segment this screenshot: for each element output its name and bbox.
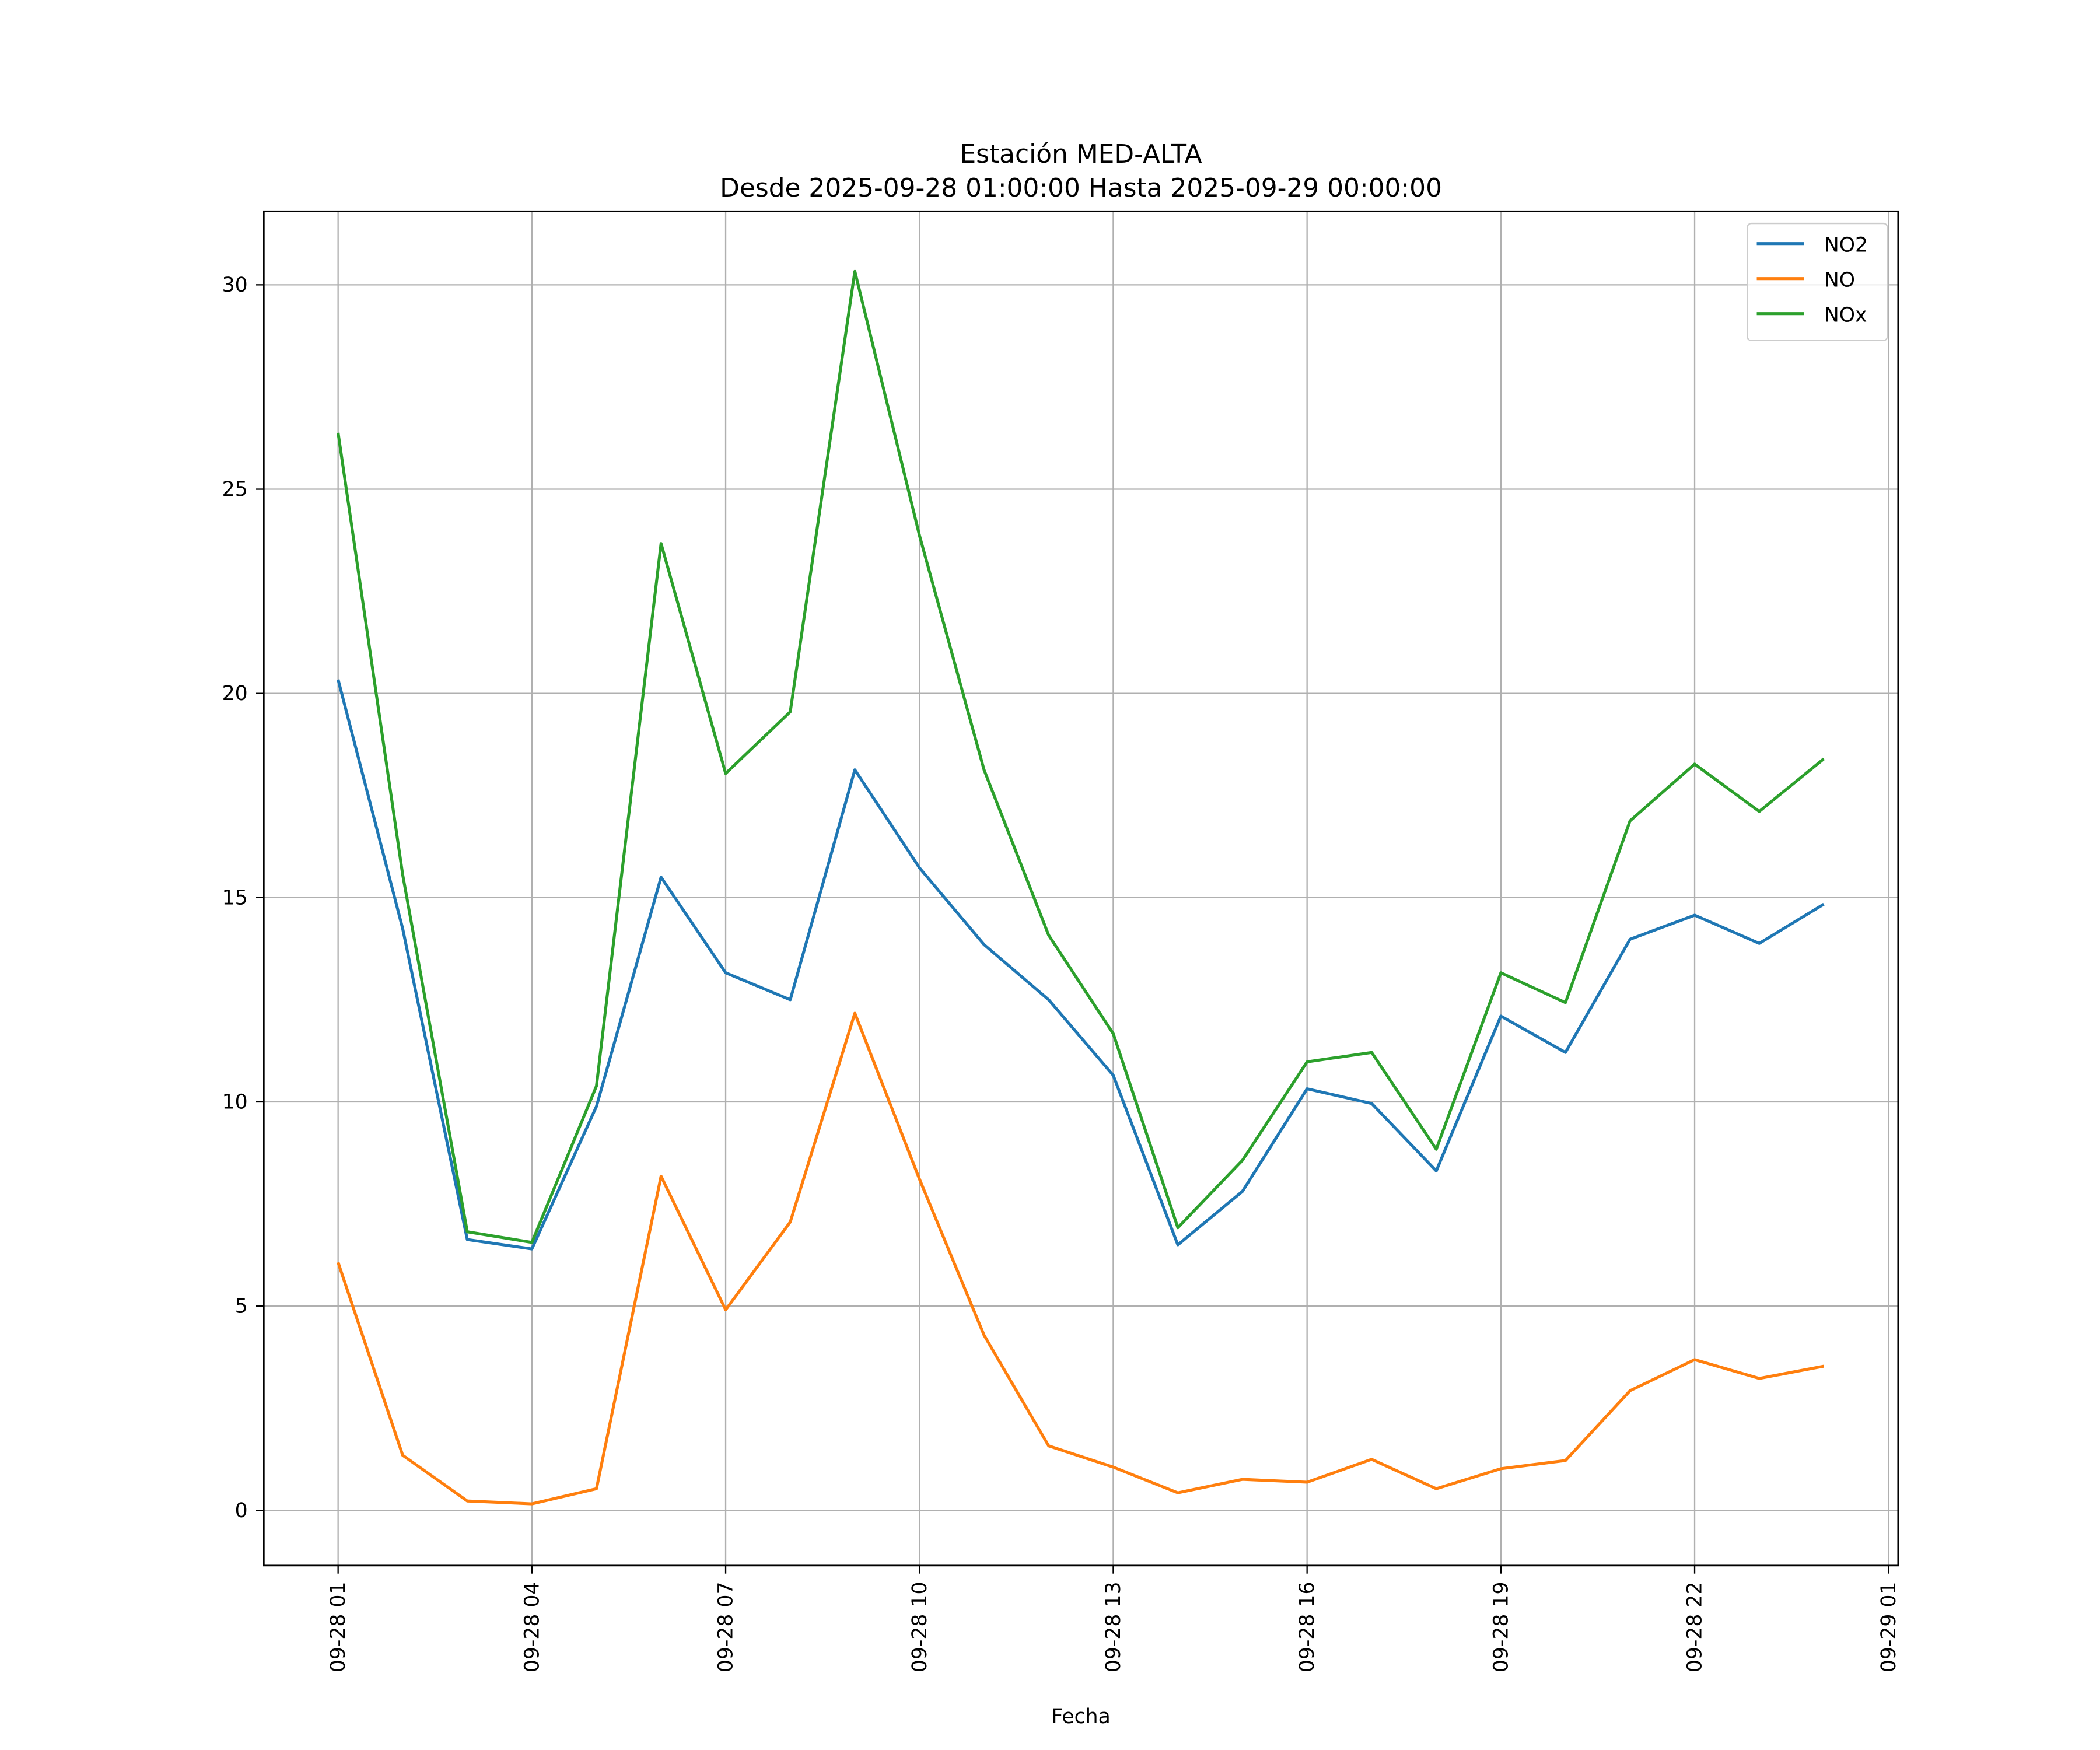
series-lines [337,270,1825,1506]
x-tick-label: 09-28 19 [1489,1582,1513,1673]
x-tick-label: 09-28 10 [908,1582,932,1673]
series-line-nox [337,270,1825,1244]
y-tick-label: 20 [222,682,248,705]
x-tick-label: 09-28 01 [327,1582,350,1673]
x-tick-label: 09-29 01 [1877,1582,1901,1673]
y-tick-label: 30 [222,274,248,297]
x-axis: 09-28 01 09-28 04 09-28 07 09-28 10 09-28 13… [327,1565,1901,1673]
chart-title: Estación MED-ALTA [960,139,1202,169]
x-tick-label: 09-28 22 [1684,1582,1707,1673]
x-tick-label: 09-28 07 [715,1582,738,1673]
x-tick-label: 09-28 04 [520,1582,544,1673]
x-tick-label: 09-28 13 [1102,1582,1125,1673]
y-tick-label: 10 [222,1091,248,1114]
grid [264,211,1898,1566]
legend-label-no2: NO2 [1824,234,1868,257]
y-tick-label: 5 [235,1295,248,1318]
legend-label-no: NO [1824,269,1855,292]
series-line-no [337,1012,1824,1506]
y-tick-label: 15 [222,886,248,909]
chart-subtitle: Desde 2025-09-28 01:00:00 Hasta 2025-09-… [720,173,1442,203]
legend: NO2 NO NOx [1746,222,1888,341]
legend-label-nox: NOx [1824,304,1867,327]
x-axis-label: Fecha [1051,1705,1110,1728]
y-axis: 0 5 10 15 20 25 30 [222,274,264,1522]
x-tick-label: 09-28 16 [1296,1582,1319,1673]
y-tick-label: 25 [222,478,248,501]
legend-box [1746,222,1888,341]
series-line-no2 [337,679,1825,1251]
plot-frame [262,210,1899,1567]
y-tick-label: 0 [235,1499,248,1522]
